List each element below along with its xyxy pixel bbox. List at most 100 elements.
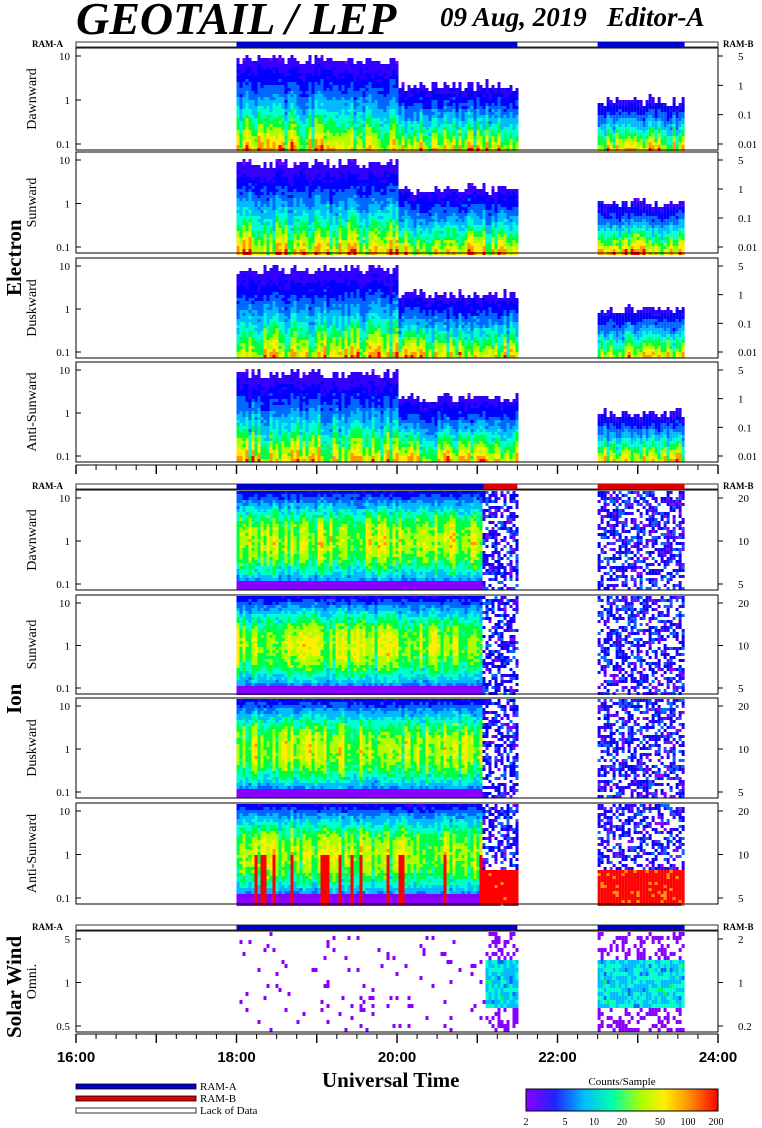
- mode-bar-label-right: RAM-B: [723, 481, 754, 491]
- y-tick-left-label: 10: [59, 155, 71, 167]
- y-tick-right-label: 0.1: [738, 318, 752, 330]
- y-tick-right-label: 20: [738, 806, 750, 818]
- y-tick-left-label: 10: [59, 261, 71, 273]
- colorbar-tick-label: 100: [681, 1117, 696, 1128]
- group-ion: RAM-A RAM-BDawnward1010.120105Sunward1010…: [25, 481, 754, 906]
- y-tick-right-label: 0.1: [738, 422, 752, 434]
- panel-duskward: Duskward 10 1 0.1 5 1 0.1 0.01: [25, 258, 757, 359]
- y-tick-right-label: 1: [738, 394, 744, 406]
- colorbar-title: Counts/Sample: [588, 1076, 655, 1088]
- y-tick-left-label: 10: [59, 365, 71, 377]
- y-tick-right-label: 20: [738, 598, 750, 610]
- y-tick-right-label: 5: [738, 51, 744, 63]
- panel-label: Sunward: [25, 178, 40, 228]
- mode-bar-label-left: RAM-A: [32, 481, 63, 491]
- legend-swatch: [76, 1084, 196, 1089]
- panel-label: Anti-Sunward: [25, 814, 40, 893]
- x-tick-label: 22:00: [538, 1049, 576, 1066]
- legend-label: Lack of Data: [200, 1105, 258, 1117]
- mode-bar-segment: [237, 925, 518, 930]
- legend-label: RAM-A: [200, 1081, 237, 1093]
- x-tick-label: 18:00: [217, 1049, 255, 1066]
- y-tick-left-label: 1: [65, 536, 71, 548]
- colorbar-tick-label: 2: [524, 1117, 529, 1128]
- y-tick-left-label: 5: [65, 934, 71, 946]
- colorbar-tick-label: 5: [563, 1117, 568, 1128]
- y-tick-left-label: 0.1: [56, 242, 70, 254]
- mode-bar-segment: [237, 484, 484, 489]
- colorbar: [526, 1089, 718, 1111]
- y-tick-right-label: 0.01: [738, 451, 757, 463]
- y-tick-left-label: 10: [59, 806, 71, 818]
- y-tick-right-label: 1: [738, 80, 744, 92]
- panel-label: Anti-Sunward: [25, 372, 40, 451]
- y-tick-left-label: 0.1: [56, 579, 70, 591]
- y-tick-right-label: 1: [738, 184, 744, 196]
- panel-omni-: Omni. 5 1 0.5 2 1 0.2: [25, 931, 752, 1033]
- y-tick-left-label: 10: [59, 51, 71, 63]
- panel-sunward: Sunward 10 1 0.1 5 1 0.1 0.01: [25, 152, 757, 255]
- panel-label: Dawnward: [25, 509, 40, 570]
- legend-label: RAM-B: [200, 1093, 236, 1105]
- y-tick-left-label: 1: [65, 95, 71, 107]
- legend-swatch: [76, 1096, 196, 1101]
- y-tick-right-label: 0.01: [738, 347, 757, 359]
- y-tick-left-label: 0.1: [56, 139, 70, 151]
- y-tick-left-label: 1: [65, 199, 71, 211]
- panel-label: Omni.: [25, 964, 40, 999]
- colorbar-tick-label: 200: [709, 1117, 724, 1128]
- colorbar-tick-label: 20: [617, 1117, 627, 1128]
- y-tick-right-label: 2: [738, 934, 744, 946]
- panel-label: Duskward: [25, 279, 40, 337]
- y-tick-right-label: 20: [738, 701, 750, 713]
- y-tick-right-label: 10: [738, 641, 750, 653]
- y-tick-left-label: 0.5: [56, 1021, 70, 1033]
- y-tick-left-label: 10: [59, 493, 71, 505]
- y-tick-left-label: 1: [65, 408, 71, 420]
- mode-bar-label-left: RAM-A: [32, 922, 63, 932]
- y-tick-left-label: 1: [65, 850, 71, 862]
- y-tick-right-label: 5: [738, 893, 744, 905]
- y-tick-right-label: 0.01: [738, 242, 757, 254]
- y-tick-right-label: 5: [738, 155, 744, 167]
- mode-bar-segment: [598, 484, 685, 489]
- y-tick-left-label: 0.1: [56, 451, 70, 463]
- x-tick-label: 24:00: [699, 1049, 737, 1066]
- y-tick-left-label: 10: [59, 701, 71, 713]
- y-tick-right-label: 1: [738, 290, 744, 302]
- mode-bar-segment: [598, 42, 685, 47]
- mode-bar-segment: [598, 925, 685, 930]
- panel-label: Sunward: [25, 620, 40, 670]
- y-tick-left-label: 0.1: [56, 893, 70, 905]
- mode-bar-segment: [484, 484, 517, 489]
- group-electron: RAM-A RAM-BDawnward1010.1510.10.01Sunward…: [25, 39, 757, 474]
- y-tick-left-label: 1: [65, 744, 71, 756]
- x-tick-label: 16:00: [57, 1049, 95, 1066]
- y-tick-right-label: 0.2: [738, 1021, 752, 1033]
- y-tick-right-label: 1: [738, 978, 744, 990]
- y-tick-left-label: 0.1: [56, 347, 70, 359]
- y-tick-left-label: 0.1: [56, 787, 70, 799]
- y-tick-left-label: 0.1: [56, 683, 70, 695]
- panel-anti-sunward: Anti-Sunward 10 1 0.1 5 1 0.1 0.01: [25, 362, 757, 463]
- y-tick-right-label: 5: [738, 579, 744, 591]
- legend-swatch: [76, 1108, 196, 1113]
- y-tick-left-label: 10: [59, 598, 71, 610]
- mode-bar-label-right: RAM-B: [723, 39, 754, 49]
- y-tick-left-label: 1: [65, 978, 71, 990]
- panel-label: Dawnward: [25, 68, 40, 129]
- y-tick-right-label: 5: [738, 683, 744, 695]
- mode-bar-label-left: RAM-A: [32, 39, 63, 49]
- y-tick-right-label: 0.01: [738, 139, 757, 151]
- y-tick-right-label: 5: [738, 365, 744, 377]
- mode-bar-segment: [237, 42, 518, 47]
- y-tick-right-label: 5: [738, 261, 744, 273]
- colorbar-tick-label: 50: [655, 1117, 665, 1128]
- y-tick-left-label: 1: [65, 304, 71, 316]
- y-tick-right-label: 0.1: [738, 213, 752, 225]
